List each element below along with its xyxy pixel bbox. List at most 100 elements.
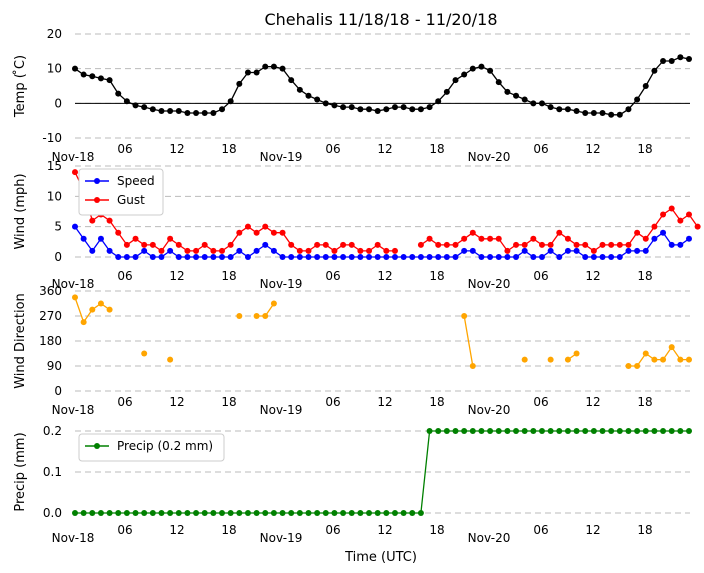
data-point xyxy=(461,428,468,434)
data-point xyxy=(158,510,165,516)
data-point xyxy=(97,75,104,82)
data-point xyxy=(599,428,606,434)
data-point xyxy=(322,241,329,248)
data-point xyxy=(582,428,589,434)
data-point xyxy=(357,106,364,113)
data-point xyxy=(184,247,191,254)
data-point xyxy=(590,110,597,117)
data-point xyxy=(668,344,675,351)
panel-1: -10 0 10 20 Temp ( ̊C) Nov-18 06 12 18 Nov-19 06 12… xyxy=(12,27,692,164)
data-point xyxy=(141,350,148,357)
y-tick-label: -10 xyxy=(42,131,62,145)
data-point xyxy=(616,428,623,434)
data-point xyxy=(227,241,234,248)
legend-label: Speed xyxy=(117,174,155,188)
data-point xyxy=(608,111,615,118)
data-point xyxy=(193,247,200,254)
data-point xyxy=(400,254,407,260)
data-point xyxy=(175,107,182,114)
data-point xyxy=(106,247,113,254)
data-point xyxy=(521,241,528,248)
data-point xyxy=(487,67,494,74)
y-axis-label: Temp ( ̊C) xyxy=(12,55,28,118)
data-point xyxy=(556,428,563,434)
data-point xyxy=(478,254,485,260)
data-point xyxy=(210,510,217,516)
data-point xyxy=(106,77,113,84)
data-point xyxy=(305,254,312,260)
data-point xyxy=(72,169,78,176)
data-point xyxy=(132,102,139,109)
x-tick-label: Nov-19 xyxy=(260,277,303,291)
data-point xyxy=(616,111,623,118)
data-point xyxy=(288,77,295,84)
data-point xyxy=(123,98,130,105)
x-tick-label: 18 xyxy=(221,269,236,283)
data-point xyxy=(651,223,658,230)
data-point xyxy=(322,254,329,260)
series-line xyxy=(74,226,690,258)
data-point xyxy=(141,104,148,111)
data-point xyxy=(538,100,545,107)
data-point xyxy=(383,510,390,516)
data-point xyxy=(426,254,433,260)
data-point xyxy=(193,510,200,516)
data-point xyxy=(530,235,537,242)
data-point xyxy=(634,428,641,434)
data-point xyxy=(322,510,329,516)
x-tick-label: 18 xyxy=(221,395,236,409)
data-point xyxy=(288,510,295,516)
series-gust xyxy=(72,169,701,254)
x-tick-label: 18 xyxy=(429,269,444,283)
data-point xyxy=(331,102,338,109)
data-point xyxy=(305,92,312,99)
data-point xyxy=(106,510,113,516)
data-point xyxy=(582,110,589,117)
x-tick-label: Nov-18 xyxy=(52,403,95,417)
data-point xyxy=(478,235,485,242)
y-tick-label: 10 xyxy=(47,189,62,203)
data-point xyxy=(167,356,174,363)
data-point xyxy=(642,350,649,357)
data-point xyxy=(184,110,191,117)
data-point xyxy=(686,211,692,218)
data-point xyxy=(660,428,667,434)
data-point xyxy=(686,356,692,363)
data-point xyxy=(469,247,476,254)
data-point xyxy=(331,247,338,254)
x-tick-label: 18 xyxy=(637,523,652,537)
data-point xyxy=(461,313,468,319)
data-point xyxy=(167,510,174,516)
data-point xyxy=(417,254,424,260)
data-point xyxy=(660,58,667,65)
data-point xyxy=(677,241,684,248)
data-point xyxy=(642,247,649,254)
x-tick-label: Nov-18 xyxy=(52,277,95,291)
x-tick-label: 06 xyxy=(117,269,132,283)
data-point xyxy=(668,241,675,248)
data-point xyxy=(409,254,416,260)
data-point xyxy=(573,107,580,114)
data-point xyxy=(262,510,269,516)
data-point xyxy=(651,67,658,74)
data-point xyxy=(538,241,545,248)
x-tick-label: 12 xyxy=(377,523,392,537)
x-tick-label: 12 xyxy=(377,269,392,283)
data-point xyxy=(279,65,286,72)
data-point xyxy=(262,313,269,319)
data-point xyxy=(72,223,78,230)
data-point xyxy=(210,254,217,260)
data-point xyxy=(521,96,528,103)
series-line xyxy=(74,297,689,367)
data-point xyxy=(314,510,321,516)
data-point xyxy=(175,254,182,260)
data-point xyxy=(288,241,295,248)
data-point xyxy=(340,241,347,248)
data-point xyxy=(599,241,606,248)
data-point xyxy=(461,71,468,78)
data-point xyxy=(478,428,485,434)
y-tick-label: 180 xyxy=(39,334,62,348)
data-point xyxy=(495,254,502,260)
data-point xyxy=(97,300,104,307)
data-point xyxy=(201,510,208,516)
